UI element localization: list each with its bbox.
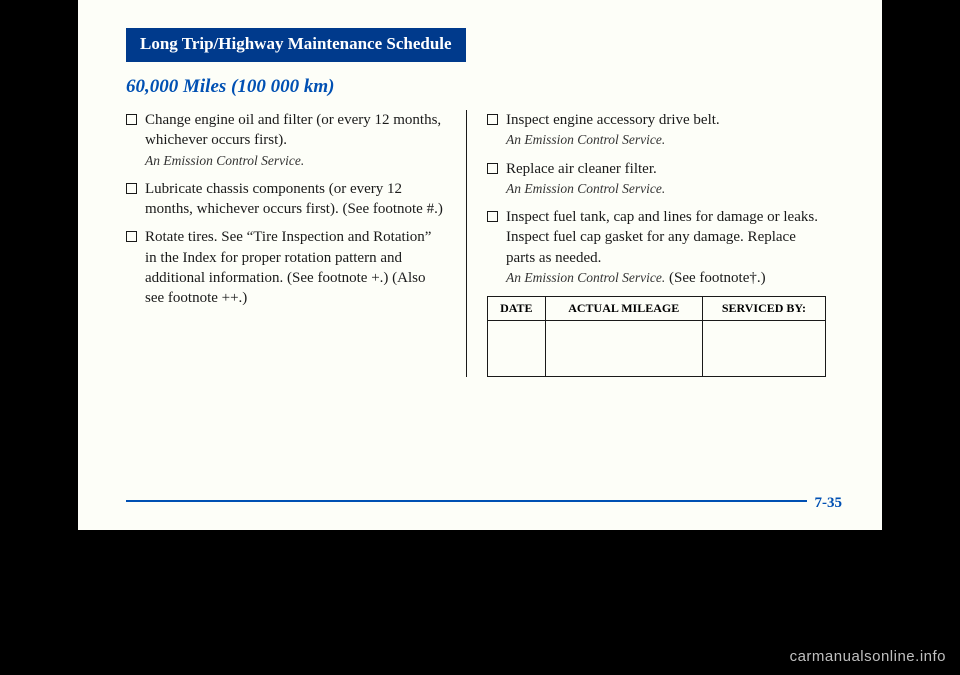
checkbox-icon bbox=[126, 183, 137, 194]
checkbox-icon bbox=[126, 114, 137, 125]
checkbox-icon bbox=[487, 211, 498, 222]
item-text: Lubricate chassis components (or every 1… bbox=[145, 179, 446, 220]
checklist-item: Inspect engine accessory drive belt. An … bbox=[487, 110, 826, 151]
service-record-table: DATE ACTUAL MILEAGE SERVICED BY: bbox=[487, 296, 826, 377]
section-header-bar: Long Trip/Highway Maintenance Schedule bbox=[126, 28, 466, 62]
checklist-item: Inspect fuel tank, cap and lines for dam… bbox=[487, 207, 826, 288]
checklist-item: Replace air cleaner filter. An Emission … bbox=[487, 159, 826, 200]
footer-rule bbox=[126, 500, 842, 502]
checklist-item: Change engine oil and filter (or every 1… bbox=[126, 110, 446, 171]
emission-note: An Emission Control Service. bbox=[506, 270, 665, 285]
item-text: Replace air cleaner filter. An Emission … bbox=[506, 159, 826, 200]
table-header: SERVICED BY: bbox=[702, 297, 825, 321]
emission-note: An Emission Control Service. bbox=[145, 153, 304, 168]
left-items: Change engine oil and filter (or every 1… bbox=[126, 110, 446, 308]
right-items: Inspect engine accessory drive belt. An … bbox=[487, 110, 826, 296]
checklist-item: Rotate tires. See “Tire Inspection and R… bbox=[126, 227, 446, 308]
mileage-title: 60,000 Miles (100 000 km) bbox=[126, 76, 842, 98]
item-text: Inspect fuel tank, cap and lines for dam… bbox=[506, 207, 826, 288]
table-cell bbox=[702, 321, 825, 377]
manual-page: Long Trip/Highway Maintenance Schedule 6… bbox=[78, 0, 882, 530]
table-row bbox=[488, 321, 826, 377]
content-columns: Change engine oil and filter (or every 1… bbox=[126, 110, 842, 377]
checkbox-icon bbox=[487, 114, 498, 125]
table-header-row: DATE ACTUAL MILEAGE SERVICED BY: bbox=[488, 297, 826, 321]
table-header: DATE bbox=[488, 297, 546, 321]
item-text: Change engine oil and filter (or every 1… bbox=[145, 110, 446, 171]
table-cell bbox=[488, 321, 546, 377]
right-column: Inspect engine accessory drive belt. An … bbox=[466, 110, 826, 377]
item-text: Inspect engine accessory drive belt. An … bbox=[506, 110, 826, 151]
table-cell bbox=[545, 321, 702, 377]
item-text: Rotate tires. See “Tire Inspection and R… bbox=[145, 227, 446, 308]
watermark: carmanualsonline.info bbox=[790, 648, 946, 665]
emission-note: An Emission Control Service. bbox=[506, 132, 665, 147]
table-header: ACTUAL MILEAGE bbox=[545, 297, 702, 321]
checklist-item: Lubricate chassis components (or every 1… bbox=[126, 179, 446, 220]
left-column: Change engine oil and filter (or every 1… bbox=[126, 110, 466, 377]
page-number: 7-35 bbox=[807, 495, 843, 512]
checkbox-icon bbox=[126, 231, 137, 242]
checkbox-icon bbox=[487, 163, 498, 174]
emission-note: An Emission Control Service. bbox=[506, 181, 665, 196]
